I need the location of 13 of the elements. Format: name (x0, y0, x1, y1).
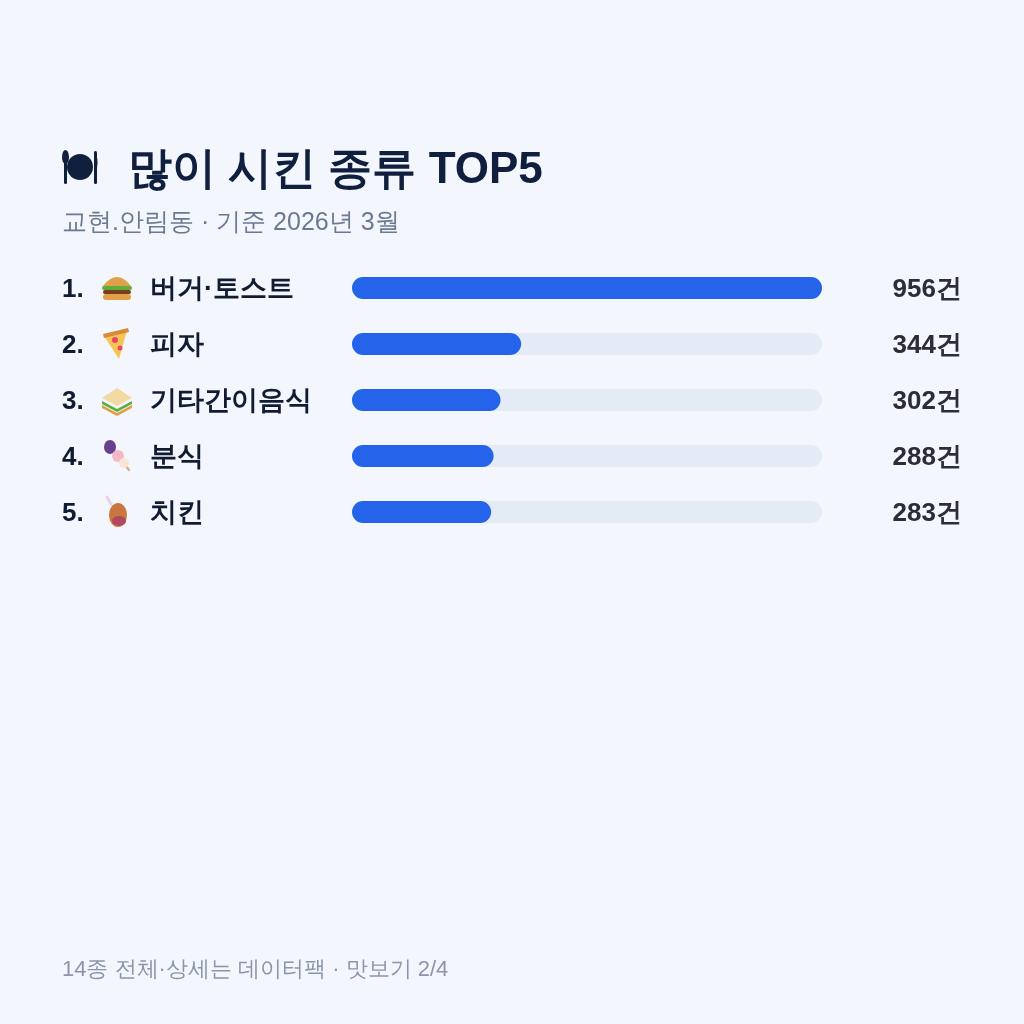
chart-title: 많이 시킨 종류 TOP5 (128, 143, 543, 192)
category-label: 1. 버거·토스트 (62, 273, 294, 303)
text: 14종 전체·상세는 데이터팩 · 맛보기 2/4 (62, 956, 449, 981)
data-label: 288건 (892, 441, 962, 471)
category-label: 5. 치킨 (62, 497, 204, 527)
data-label: 344건 (892, 329, 962, 359)
category-label: 2. 피자 (62, 329, 204, 359)
chart-subtitle: 교현.안림동 · 기준 2026년 3월 (62, 207, 400, 235)
category-label: 4. 분식 (62, 441, 204, 471)
data-label: 283건 (892, 497, 962, 527)
category-label: 3. 기타간이음식 (62, 385, 312, 415)
data-label: 956건 (892, 273, 962, 303)
data-label: 302건 (892, 385, 962, 415)
